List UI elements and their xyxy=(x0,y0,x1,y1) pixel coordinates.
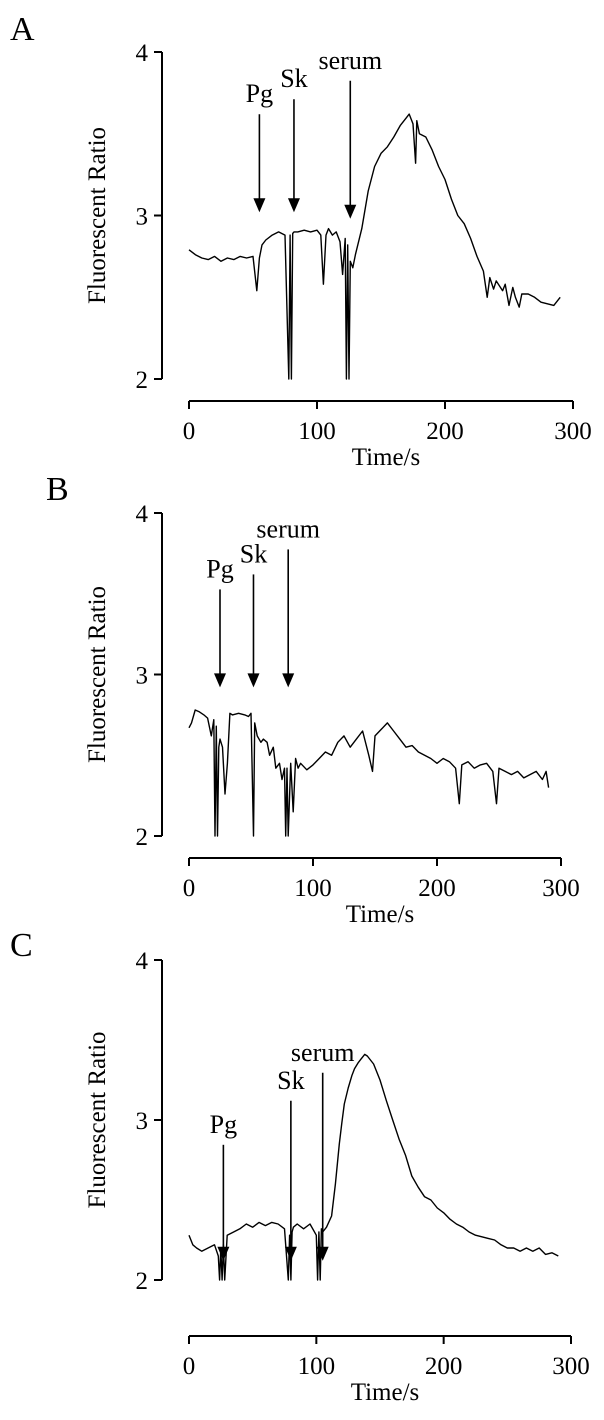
y-tick-label: 4 xyxy=(136,501,149,528)
arrow-head xyxy=(284,1246,297,1261)
y-axis-title: Fluorescent Ratio xyxy=(84,1031,111,1208)
y-tick-label: 4 xyxy=(136,948,149,975)
y-axis-title: Fluorescent Ratio xyxy=(84,586,111,763)
marker-label: serum xyxy=(256,514,320,543)
arrow-head xyxy=(214,673,226,688)
y-tick-label: 4 xyxy=(136,40,149,67)
arrow-head xyxy=(247,673,260,688)
arrow-head xyxy=(253,198,266,213)
panel-a: A 2 3 4 Fluorescent Ratio 0 100 200 300 Time/s PgS… xyxy=(10,11,592,471)
arrow-head xyxy=(316,1246,329,1261)
series-line-0 xyxy=(188,1053,559,1281)
marker-arrow-pg: Pg xyxy=(246,79,273,213)
arrow-head xyxy=(287,198,300,213)
y-tick-label: 3 xyxy=(136,663,149,690)
x-tick-label: 300 xyxy=(552,1353,590,1380)
x-tick-label: 200 xyxy=(418,875,456,902)
x-tick-label: 200 xyxy=(425,1353,463,1380)
marker-label: Sk xyxy=(280,64,307,93)
series-line-0 xyxy=(188,709,550,837)
panel-b: B 2 3 4 Fluorescent Ratio 0 100 200 300 Time/s PgS… xyxy=(46,471,580,928)
marker-arrow-pg: Pg xyxy=(210,1110,237,1261)
x-tick-label: 0 xyxy=(183,418,196,445)
marker-label: serum xyxy=(319,46,383,75)
y-axis-title: Fluorescent Ratio xyxy=(84,127,111,304)
marker-label: Pg xyxy=(210,1110,237,1139)
marker-label: Pg xyxy=(246,79,273,108)
marker-label: serum xyxy=(291,1038,355,1067)
marker-arrow-serum: serum xyxy=(319,46,383,219)
y-tick-label: 2 xyxy=(136,1268,149,1295)
x-tick-label: 0 xyxy=(183,875,196,902)
series-line-0 xyxy=(188,113,561,380)
x-tick-label: 300 xyxy=(542,875,580,902)
panel-label: B xyxy=(46,471,69,508)
x-tick-label: 100 xyxy=(298,1353,336,1380)
panel-label: C xyxy=(10,927,33,964)
x-axis-title: Time/s xyxy=(352,444,421,471)
x-axis-title: Time/s xyxy=(351,1379,420,1406)
x-tick-label: 0 xyxy=(183,1353,196,1380)
arrow-head xyxy=(217,1246,230,1261)
marker-arrow-sk: Sk xyxy=(277,1066,305,1261)
marker-arrow-sk: Sk xyxy=(240,539,267,688)
x-tick-label: 300 xyxy=(554,418,592,445)
y-tick-label: 2 xyxy=(136,824,149,851)
arrow-head xyxy=(344,204,357,219)
marker-arrow-sk: Sk xyxy=(280,64,308,213)
marker-label: Pg xyxy=(206,554,233,583)
marker-label: Sk xyxy=(277,1066,304,1095)
panel-c: C 2 3 4 Fluorescent Ratio 0 100 200 300 Time/s Pg S… xyxy=(10,927,590,1406)
x-tick-label: 200 xyxy=(426,418,464,445)
x-tick-label: 100 xyxy=(294,875,332,902)
arrow-head xyxy=(282,673,295,688)
x-axis-title: Time/s xyxy=(346,901,415,928)
y-tick-label: 3 xyxy=(136,1108,149,1135)
marker-arrow-pg: Pg xyxy=(206,554,234,688)
marker-label: Sk xyxy=(240,539,267,568)
y-tick-label: 2 xyxy=(136,367,149,394)
marker-arrow-serum: serum xyxy=(256,514,320,688)
marker-arrow-serum: serum xyxy=(291,1038,355,1261)
x-tick-label: 100 xyxy=(298,418,336,445)
y-tick-label: 3 xyxy=(136,204,149,231)
panel-label: A xyxy=(10,11,35,48)
